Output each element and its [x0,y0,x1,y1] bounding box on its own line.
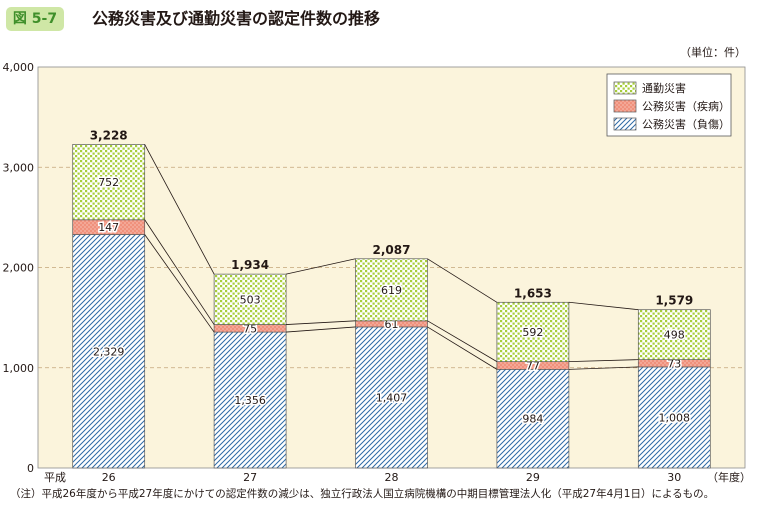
data-label-disease: 147 [98,221,119,234]
connector-line [286,258,356,275]
data-label-injury: 1,008 [659,411,691,424]
bar-segment-injury [637,366,711,469]
data-label-commute: 503 [240,293,261,306]
data-label-commute: 619 [381,284,402,297]
unit-label: （単位：件） [680,46,746,59]
footnote: （注）平成26年度から平成27年度にかけての認定件数の減少は、独立行政法人国立病… [10,488,715,500]
connector-line [568,366,639,370]
bar-segment-commute [355,258,428,322]
bar-segment-commute [496,301,570,362]
connector-line [286,326,356,333]
stacked-bar-chart: 0 1,000 2,000 3,000 4,000 平成 26 27 28 29 30 （年度） 2,… [3,61,752,484]
connector-line [568,301,639,311]
figure-number-badge: 図 5-7 [6,7,64,31]
bar-segment-commute [213,273,287,325]
bar-segment-commute [637,309,711,360]
x-tick-label: 30 [667,471,681,484]
figure-header: 図 5-7 公務災害及び通勤災害の認定件数の推移 [6,7,746,33]
total-label: 1,653 [514,286,552,300]
data-label-commute: 592 [522,326,543,339]
data-label-commute: 498 [664,329,685,342]
x-tick-label: 26 [102,471,116,484]
x-axis-prefix: 平成 [44,471,66,484]
connector-line [427,258,498,303]
figure-title: 公務災害及び通勤災害の認定件数の推移 [92,9,381,28]
total-label: 3,228 [90,128,128,142]
x-tick-label: 29 [526,471,540,484]
y-tick-label: 2,000 [3,262,35,275]
legend-swatch-disease [613,99,637,113]
bar-segment-commute [72,144,146,221]
y-tick-label: 4,000 [3,61,35,74]
bar-segment-injury [213,331,287,469]
connector-line [568,359,639,363]
connector-line [144,144,215,275]
legend-label-injury: 公務災害（負傷） [642,117,730,131]
data-label-commute: 752 [98,176,119,189]
legend-swatch-commute [613,81,637,95]
y-tick-label: 3,000 [3,161,35,174]
bar-segment-injury [496,369,570,469]
legend-swatch-injury [613,117,637,131]
data-label-injury: 1,356 [234,394,266,407]
total-label: 1,934 [231,258,269,272]
bar-segment-injury [355,326,428,469]
data-label-injury: 1,407 [376,391,408,404]
x-tick-label: 27 [243,471,257,484]
x-axis-label: （年度） [707,470,751,484]
bar-segment-injury [72,234,146,469]
connector-line [427,320,498,362]
y-tick-label: 1,000 [3,362,35,375]
legend-label-commute: 通勤災害 [642,81,686,95]
connector-line [286,320,356,325]
total-label: 2,087 [373,243,411,257]
connector-line [144,219,215,325]
y-tick-label: 0 [27,462,34,475]
connector-line [144,234,215,333]
data-label-disease: 77 [526,359,540,372]
data-label-injury: 2,329 [93,345,125,358]
data-label-injury: 984 [522,413,543,426]
total-label: 1,579 [655,294,693,308]
x-tick-label: 28 [385,471,399,484]
legend-label-disease: 公務災害（疾病） [642,99,730,113]
connector-line [427,326,498,370]
